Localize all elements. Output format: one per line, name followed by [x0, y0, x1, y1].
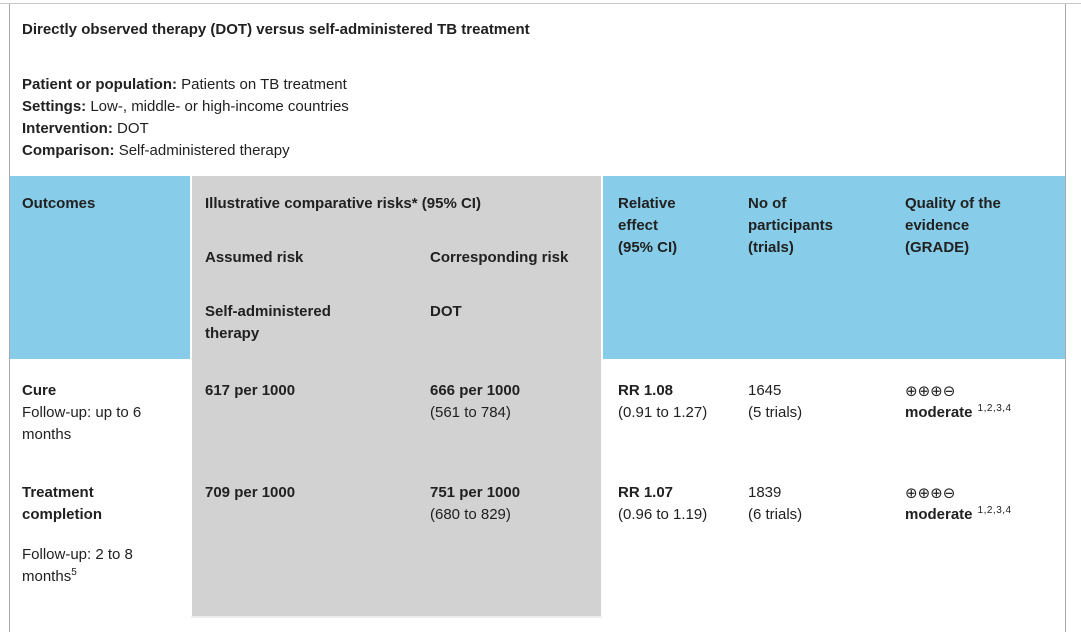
- corresponding-risk: 666 per 1000 (561 to 784): [430, 380, 591, 424]
- column-header-quality: Quality of the evidence (GRADE): [890, 176, 1065, 359]
- population-info: Patient or population: Patients on TB tr…: [10, 74, 1065, 162]
- corresponding-risk-ci: (680 to 829): [430, 506, 511, 523]
- info-value: Low-, middle- or high-income countries: [90, 98, 349, 115]
- table-row-treatment-completion-grade-cell: ⊕⊕⊕⊖ moderate 1,2,3,4: [890, 461, 1065, 618]
- grade-symbols: ⊕⊕⊕⊖: [905, 382, 956, 400]
- grade-label: moderate: [905, 506, 973, 523]
- info-label: Patient or population:: [22, 76, 177, 93]
- followup-text: Follow-up: 2 to 8 months: [22, 546, 133, 585]
- info-label: Intervention:: [22, 120, 113, 137]
- column-header-outcomes: Outcomes: [10, 176, 190, 359]
- content-frame: Directly observed therapy (DOT) versus s…: [9, 4, 1066, 632]
- column-header-participants: No of participants (trials): [733, 176, 890, 359]
- table-row-treatment-completion-risks-cell: 709 per 1000 751 per 1000 (680 to 829): [190, 461, 603, 618]
- participants-count: 1645: [748, 382, 782, 399]
- table-row-treatment-completion-outcome-cell: Treatment completion Follow-up: 2 to 8 m…: [10, 461, 190, 618]
- table-row-treatment-completion-relative-effect-cell: RR 1.07 (0.96 to 1.19): [603, 461, 733, 618]
- grade-label: moderate: [905, 404, 973, 421]
- table-row-cure-grade-cell: ⊕⊕⊕⊖ moderate 1,2,3,4: [890, 359, 1065, 461]
- corresponding-risk-value: 666 per 1000: [430, 382, 521, 399]
- grade-rating: moderate 1,2,3,4: [905, 504, 1055, 526]
- table-row-cure-outcome-cell: Cure Follow-up: up to 6 months: [10, 359, 190, 461]
- page-top-border: [0, 3, 1081, 4]
- grade-rating: moderate 1,2,3,4: [905, 402, 1055, 424]
- summary-of-findings: Directly observed therapy (DOT) versus s…: [10, 4, 1065, 618]
- info-label: Settings:: [22, 98, 87, 115]
- risk-values: 709 per 1000 751 per 1000 (680 to 829): [205, 482, 591, 526]
- risks-subheader-row: Assumed risk Corresponding risk: [205, 247, 591, 269]
- assumed-risk-value: 709 per 1000: [205, 484, 296, 501]
- table-row-treatment-completion-participants-cell: 1839 (6 trials): [733, 461, 890, 618]
- outcome-followup: Follow-up: up to 6 months: [22, 402, 180, 446]
- table-row-cure-risks-cell: 617 per 1000 666 per 1000 (561 to 784): [190, 359, 603, 461]
- grade-symbols: ⊕⊕⊕⊖: [905, 484, 956, 502]
- grade-footnotes: 1,2,3,4: [977, 403, 1012, 414]
- column-header-relative-effect: Relative effect (95% CI): [603, 176, 733, 359]
- column-header-illustrative-risks: Illustrative comparative risks* (95% CI)…: [190, 176, 603, 359]
- risks-treatment-row: Self-administered therapy DOT: [205, 301, 591, 345]
- column-header-assumed-risk: Assumed risk: [205, 249, 304, 266]
- outcome-followup: Follow-up: 2 to 8 months5: [22, 544, 180, 588]
- risks-group-title: Illustrative comparative risks* (95% CI): [205, 195, 481, 212]
- info-line-intervention: Intervention: DOT: [22, 118, 1065, 140]
- relative-effect-value: RR 1.07: [618, 484, 674, 501]
- column-header-corresponding-risk: Corresponding risk: [430, 249, 569, 266]
- assumed-risk-value: 617 per 1000: [205, 382, 296, 399]
- trials-count: (5 trials): [748, 404, 803, 421]
- info-value: Patients on TB treatment: [181, 76, 347, 93]
- column-subheader-self-administered-therapy: Self-administered therapy: [205, 303, 331, 342]
- column-subheader-dot: DOT: [430, 303, 462, 320]
- relative-effect-ci: (0.91 to 1.27): [618, 404, 708, 421]
- info-value: Self-administered therapy: [118, 142, 290, 159]
- relative-effect-value: RR 1.08: [618, 382, 674, 399]
- relative-effect-ci: (0.96 to 1.19): [618, 506, 708, 523]
- table-title: Directly observed therapy (DOT) versus s…: [22, 21, 530, 38]
- info-label: Comparison:: [22, 142, 115, 159]
- info-line-comparison: Comparison: Self-administered therapy: [22, 140, 1065, 162]
- risk-values: 617 per 1000 666 per 1000 (561 to 784): [205, 380, 591, 424]
- outcome-name: Cure: [22, 382, 57, 399]
- outcome-name: Treatment completion: [22, 484, 103, 523]
- info-value: DOT: [117, 120, 149, 137]
- followup-footnote: 5: [71, 567, 77, 578]
- table-row-cure-relative-effect-cell: RR 1.08 (0.91 to 1.27): [603, 359, 733, 461]
- info-line-settings: Settings: Low-, middle- or high-income c…: [22, 96, 1065, 118]
- table-row-cure-participants-cell: 1645 (5 trials): [733, 359, 890, 461]
- corresponding-risk: 751 per 1000 (680 to 829): [430, 482, 591, 526]
- followup-text: Follow-up: up to 6 months: [22, 404, 142, 443]
- info-line-population: Patient or population: Patients on TB tr…: [22, 74, 1065, 96]
- participants-count: 1839: [748, 484, 782, 501]
- grade-footnotes: 1,2,3,4: [977, 505, 1012, 516]
- summary-of-findings-table: Outcomes Illustrative comparative risks*…: [10, 176, 1065, 618]
- trials-count: (6 trials): [748, 506, 803, 523]
- corresponding-risk-ci: (561 to 784): [430, 404, 511, 421]
- corresponding-risk-value: 751 per 1000: [430, 484, 521, 501]
